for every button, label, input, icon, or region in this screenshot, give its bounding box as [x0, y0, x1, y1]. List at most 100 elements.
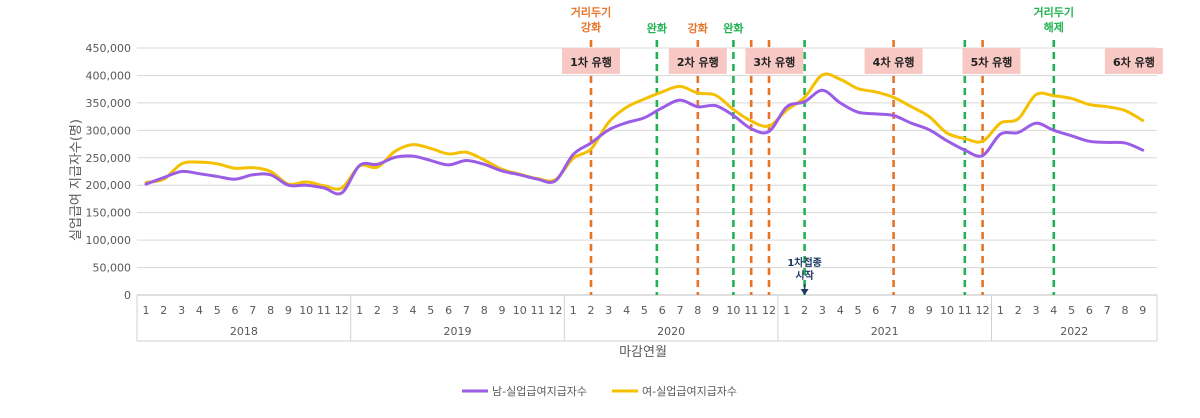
x-tick-label: 6 — [232, 304, 239, 317]
x-tick-label: 7 — [1104, 304, 1111, 317]
x-tick-label: 10 — [940, 304, 954, 317]
x-tick-label: 12 — [976, 304, 990, 317]
y-tick-label: 350,000 — [86, 97, 132, 110]
wave-label: 5차 유행 — [971, 55, 1013, 69]
x-tick-label: 2 — [160, 304, 167, 317]
vaccine-annotation-text: 시작 — [795, 269, 814, 282]
x-tick-label: 2 — [1015, 304, 1022, 317]
x-tick-label: 4 — [623, 304, 630, 317]
x-tick-label: 5 — [1068, 304, 1075, 317]
wave-label-box — [668, 48, 727, 74]
x-tick-label: 3 — [819, 304, 826, 317]
year-label: 2018 — [230, 325, 258, 338]
wave-label-box — [962, 48, 1021, 74]
y-axis-title: 실업급여 지급자수(명) — [69, 119, 84, 241]
x-tick-label: 2 — [374, 304, 381, 317]
x-tick-label: 11 — [317, 304, 331, 317]
x-tick-label: 3 — [178, 304, 185, 317]
x-tick-label: 7 — [463, 304, 470, 317]
event-annotation-text: 거리두기 — [1034, 5, 1074, 19]
event-annotation-text: 해제 — [1044, 20, 1064, 34]
x-tick-label: 5 — [427, 304, 434, 317]
x-tick-label: 11 — [958, 304, 972, 317]
x-tick-label: 5 — [641, 304, 648, 317]
x-tick-label: 5 — [855, 304, 862, 317]
x-tick-label: 2 — [588, 304, 595, 317]
x-tick-label: 12 — [548, 304, 562, 317]
wave-label: 3차 유행 — [753, 55, 795, 69]
wave-label: 6차 유행 — [1113, 55, 1155, 69]
x-axis-title: 마감연월 — [619, 345, 667, 360]
series-line-male — [144, 88, 1145, 196]
y-tick-label: 150,000 — [86, 207, 132, 220]
x-tick-label: 10 — [299, 304, 313, 317]
x-tick-label: 7 — [677, 304, 684, 317]
wave-label-box — [864, 48, 923, 74]
legend-label: 남-실업급여지급자수 — [492, 385, 587, 398]
year-label: 2022 — [1060, 325, 1088, 338]
event-annotation-text: 거리두기 — [571, 5, 611, 19]
x-tick-label: 4 — [196, 304, 203, 317]
x-tick-label: 1 — [356, 304, 363, 317]
y-tick-label: 450,000 — [86, 42, 132, 55]
x-tick-label: 8 — [267, 304, 274, 317]
year-label: 2020 — [657, 325, 685, 338]
wave-label: 1차 유행 — [570, 55, 612, 69]
x-tick-label: 3 — [392, 304, 399, 317]
x-tick-label: 8 — [481, 304, 488, 317]
x-tick-label: 11 — [531, 304, 545, 317]
x-tick-label: 9 — [499, 304, 506, 317]
x-tick-label: 9 — [712, 304, 719, 317]
x-tick-label: 8 — [694, 304, 701, 317]
x-tick-label: 3 — [605, 304, 612, 317]
x-tick-label: 1 — [143, 304, 150, 317]
series-line-female — [144, 72, 1145, 191]
y-tick-label: 50,000 — [93, 262, 132, 275]
x-tick-label: 6 — [445, 304, 452, 317]
event-annotation-text: 완화 — [723, 21, 743, 35]
x-tick-label: 4 — [1050, 304, 1057, 317]
year-label: 2019 — [444, 325, 472, 338]
y-tick-label: 200,000 — [86, 179, 132, 192]
wave-label: 2차 유행 — [677, 55, 719, 69]
x-tick-label: 1 — [783, 304, 790, 317]
y-tick-label: 300,000 — [86, 124, 132, 137]
x-tick-label: 6 — [659, 304, 666, 317]
event-annotation-text: 강화 — [688, 21, 708, 35]
x-tick-label: 9 — [285, 304, 292, 317]
y-tick-label: 250,000 — [86, 152, 132, 165]
x-tick-label: 3 — [1033, 304, 1040, 317]
x-tick-label: 11 — [744, 304, 758, 317]
x-tick-label: 1 — [570, 304, 577, 317]
x-tick-label: 6 — [872, 304, 879, 317]
x-tick-label: 5 — [214, 304, 221, 317]
x-tick-label: 10 — [513, 304, 527, 317]
event-annotation-text: 강화 — [581, 20, 601, 34]
x-tick-label: 9 — [926, 304, 933, 317]
y-tick-label: 400,000 — [86, 69, 132, 82]
legend-label: 여-실업급여지급자수 — [642, 385, 737, 398]
wave-label-box — [1104, 48, 1163, 74]
x-tick-label: 12 — [335, 304, 349, 317]
wave-label: 4차 유행 — [873, 55, 915, 69]
x-tick-label: 2 — [801, 304, 808, 317]
x-tick-label: 4 — [837, 304, 844, 317]
year-label: 2021 — [871, 325, 899, 338]
y-tick-label: 100,000 — [86, 234, 132, 247]
x-tick-label: 4 — [410, 304, 417, 317]
y-tick-label: 0 — [124, 289, 131, 302]
wave-label-box — [745, 48, 804, 74]
legend-item-male: 남-실업급여지급자수 — [462, 385, 587, 398]
vaccine-arrow-head — [800, 289, 809, 295]
vaccine-annotation-text: 1차접종 — [787, 256, 822, 269]
x-tick-label: 10 — [726, 304, 740, 317]
wave-label-box — [562, 48, 620, 74]
event-annotation-text: 완화 — [647, 21, 667, 35]
x-tick-label: 7 — [890, 304, 897, 317]
x-tick-label: 6 — [1086, 304, 1093, 317]
x-tick-label: 7 — [249, 304, 256, 317]
x-tick-label: 9 — [1139, 304, 1146, 317]
legend-item-female: 여-실업급여지급자수 — [612, 385, 737, 398]
